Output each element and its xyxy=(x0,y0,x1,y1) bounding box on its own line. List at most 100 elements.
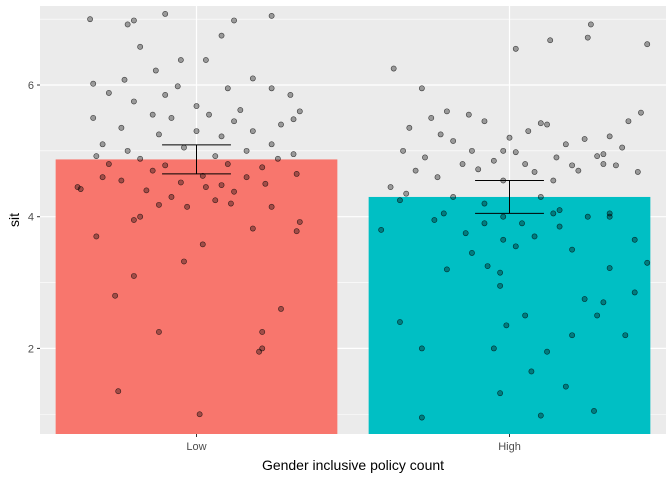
data-point xyxy=(249,75,256,82)
data-point xyxy=(290,151,297,158)
data-point xyxy=(162,91,169,98)
data-point xyxy=(137,213,144,220)
data-point xyxy=(193,103,200,109)
data-point xyxy=(440,210,447,217)
data-point xyxy=(268,141,275,148)
data-point xyxy=(431,217,438,223)
data-point xyxy=(497,390,504,397)
data-point xyxy=(112,292,119,299)
data-point xyxy=(443,266,450,273)
data-point xyxy=(584,213,591,220)
data-point xyxy=(531,233,538,240)
data-point xyxy=(162,11,169,17)
data-point xyxy=(130,217,137,223)
data-point xyxy=(537,412,544,419)
x-tick-label: High xyxy=(498,441,521,453)
data-point xyxy=(259,164,266,171)
data-point xyxy=(622,332,629,339)
data-point xyxy=(137,43,144,50)
y-tick-label: 6 xyxy=(28,80,34,92)
data-point xyxy=(600,299,607,306)
data-point xyxy=(606,133,613,140)
data-point xyxy=(268,85,275,92)
data-point xyxy=(162,162,169,169)
data-point xyxy=(634,169,641,175)
data-point xyxy=(174,83,181,90)
data-point xyxy=(237,107,244,113)
data-point xyxy=(500,147,507,154)
data-point xyxy=(168,194,175,200)
data-point xyxy=(600,151,607,158)
data-point xyxy=(105,90,112,96)
data-point xyxy=(231,17,237,24)
data-point xyxy=(569,162,575,169)
data-point xyxy=(118,177,125,184)
data-point xyxy=(115,388,122,395)
data-point xyxy=(118,124,125,131)
data-point xyxy=(503,322,510,329)
data-point xyxy=(619,144,626,151)
data-point xyxy=(412,167,419,174)
data-point xyxy=(387,184,394,190)
data-point xyxy=(403,190,410,197)
data-point xyxy=(249,225,256,232)
data-point xyxy=(256,348,262,355)
data-point xyxy=(587,21,594,28)
data-point xyxy=(569,246,575,253)
data-point xyxy=(550,177,557,184)
data-point xyxy=(196,411,203,418)
data-point xyxy=(522,161,529,167)
data-point xyxy=(497,269,504,276)
data-point xyxy=(512,149,519,156)
data-point xyxy=(490,345,497,352)
bar-high xyxy=(368,196,651,434)
data-point xyxy=(93,233,100,240)
data-point xyxy=(77,186,84,192)
data-point xyxy=(231,118,237,125)
data-point xyxy=(484,263,491,269)
data-point xyxy=(212,153,219,160)
y-axis-ticks: 2 4 6 xyxy=(28,80,40,355)
data-point xyxy=(553,154,560,161)
data-point xyxy=(274,155,281,162)
data-point xyxy=(390,65,397,72)
data-point xyxy=(613,162,619,169)
data-point xyxy=(130,273,137,279)
data-point xyxy=(296,108,303,115)
data-point xyxy=(156,329,162,335)
data-point xyxy=(625,118,632,125)
data-point xyxy=(584,34,591,41)
data-point xyxy=(168,115,175,121)
data-point xyxy=(397,197,403,204)
data-point xyxy=(212,197,219,204)
data-point xyxy=(544,348,550,355)
data-point xyxy=(156,131,162,138)
data-point xyxy=(481,220,488,227)
data-point xyxy=(581,136,588,142)
data-point xyxy=(450,194,457,200)
data-point xyxy=(293,171,300,177)
data-point xyxy=(143,187,150,194)
data-point xyxy=(156,201,162,208)
data-point xyxy=(459,161,466,167)
data-point xyxy=(490,157,497,164)
data-point xyxy=(469,147,475,154)
data-point xyxy=(177,57,184,63)
data-point xyxy=(581,296,588,302)
x-tick-label: Low xyxy=(186,441,206,453)
data-point xyxy=(481,118,488,125)
bar-low xyxy=(55,159,338,434)
data-point xyxy=(202,57,209,63)
data-point xyxy=(418,414,425,421)
data-point xyxy=(137,155,144,162)
data-point xyxy=(465,111,472,118)
data-point xyxy=(268,12,275,19)
data-point xyxy=(506,134,513,141)
data-point xyxy=(177,179,184,186)
data-point xyxy=(437,131,444,138)
data-point xyxy=(152,67,159,74)
data-point xyxy=(397,319,403,325)
data-point xyxy=(199,172,206,179)
x-axis-title: Gender inclusive policy count xyxy=(262,457,444,473)
data-point xyxy=(512,45,519,52)
